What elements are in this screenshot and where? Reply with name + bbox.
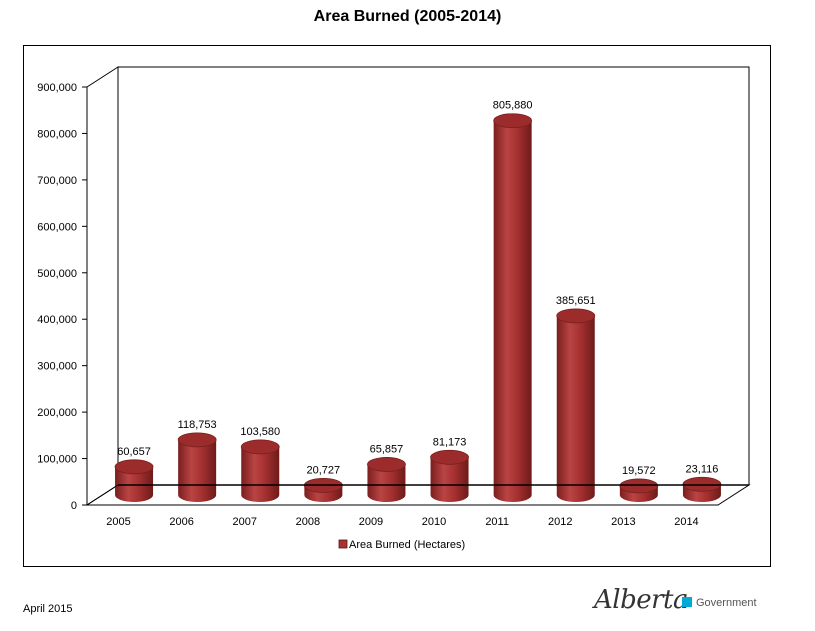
y-tick-label: 400,000 — [37, 314, 77, 326]
bar-top — [177, 432, 217, 448]
x-tick-label: 2006 — [169, 516, 193, 528]
bar — [241, 446, 280, 502]
bar-top — [114, 459, 154, 475]
logo-square-icon — [682, 597, 692, 607]
logo-government-text: Government — [696, 597, 757, 609]
legend-label: Area Burned (Hectares) — [349, 539, 465, 551]
x-tick-label: 2007 — [233, 516, 257, 528]
bar-top — [556, 308, 596, 324]
data-label: 20,727 — [307, 464, 341, 476]
axis-line — [86, 484, 119, 506]
bar — [178, 439, 217, 502]
x-tick-label: 2013 — [611, 516, 635, 528]
bar-top — [240, 439, 280, 455]
x-tick-label: 2011 — [485, 516, 509, 528]
logo-script: Alberta — [594, 585, 689, 615]
data-label: 805,880 — [493, 100, 533, 112]
data-label: 23,116 — [686, 463, 719, 475]
footer-date: April 2015 — [23, 603, 73, 615]
left-wall — [86, 66, 119, 506]
y-tick-label: 700,000 — [37, 175, 77, 187]
bar-top — [430, 449, 469, 465]
y-tick-label: 800,000 — [37, 128, 77, 140]
chart-title: Area Burned (2005-2014) — [313, 8, 502, 25]
x-tick-label: 2008 — [296, 516, 320, 528]
legend-swatch — [338, 539, 348, 549]
data-label: 65,857 — [370, 443, 404, 455]
data-label: 19,572 — [622, 465, 656, 477]
bar — [367, 464, 406, 502]
bar — [493, 120, 532, 503]
chart-frame — [23, 45, 771, 567]
data-label: 60,657 — [117, 446, 151, 458]
y-tick-label: 500,000 — [37, 268, 77, 280]
alberta-government-logo: Alberta Government — [594, 585, 774, 621]
y-tick-label: 0 — [71, 500, 77, 512]
y-tick-label: 300,000 — [37, 361, 77, 373]
data-label: 81,173 — [433, 436, 467, 448]
data-label: 118,753 — [178, 419, 217, 431]
bar-top — [367, 457, 406, 472]
bar-top — [619, 478, 659, 494]
y-tick-label: 100,000 — [37, 454, 77, 466]
bar-top — [493, 113, 533, 129]
x-tick-label: 2005 — [106, 516, 130, 528]
y-tick-label: 200,000 — [37, 407, 77, 419]
data-label: 385,651 — [556, 295, 596, 307]
data-label: 103,580 — [240, 426, 280, 438]
x-tick-label: 2014 — [674, 516, 698, 528]
x-tick-label: 2012 — [548, 516, 572, 528]
bar — [430, 457, 469, 502]
y-tick-label: 600,000 — [37, 221, 77, 233]
x-tick-label: 2010 — [422, 516, 446, 528]
bar — [556, 315, 595, 502]
y-tick-label: 900,000 — [37, 82, 77, 94]
x-tick-label: 2009 — [359, 516, 383, 528]
